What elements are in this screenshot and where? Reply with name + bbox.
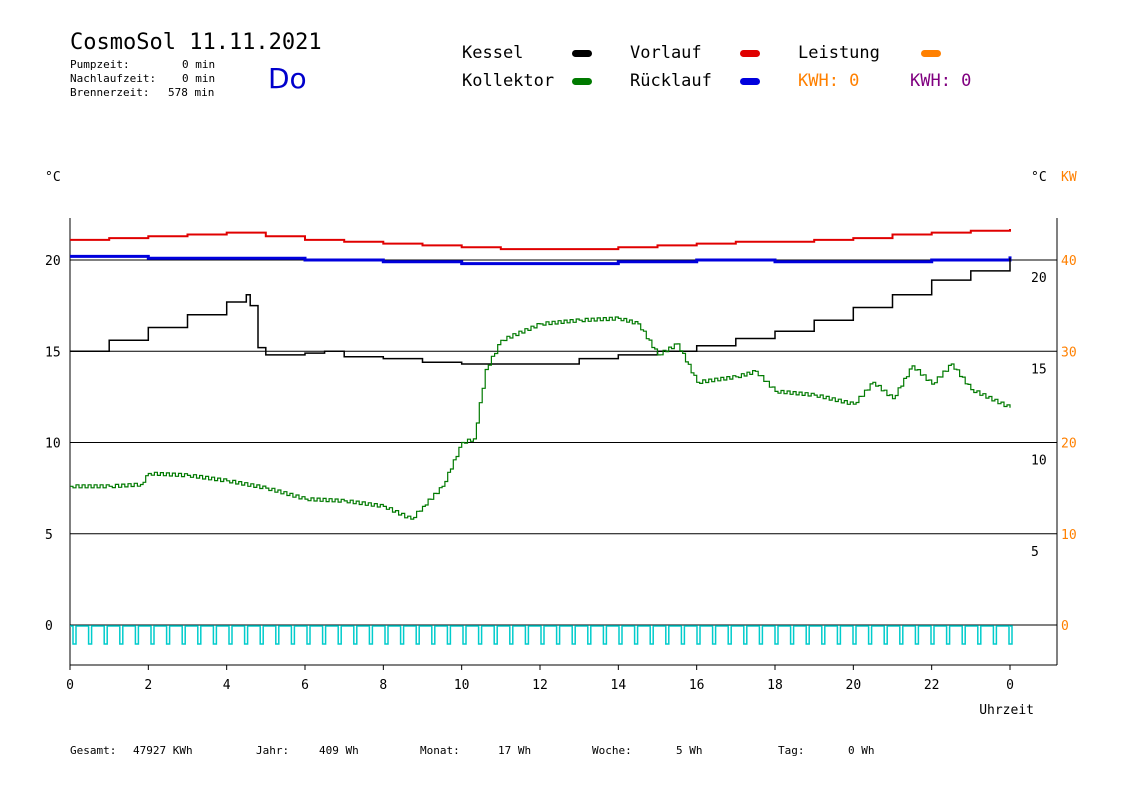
nachlaufzeit-value: 0 min (182, 72, 216, 85)
pumpzeit-label: Pumpzeit: (70, 58, 130, 71)
y-tick-label-right-kw: 0 (1061, 619, 1069, 634)
brennerzeit-value: 578 min (168, 86, 215, 99)
legend-kollektor-marker (572, 78, 592, 85)
x-tick-label: 14 (611, 678, 627, 693)
x-tick-label: 8 (379, 678, 387, 693)
x-tick-label: 2 (144, 678, 152, 693)
footer-jahr-value: 409 Wh (319, 744, 359, 757)
legend-ruecklauf-marker (740, 78, 760, 85)
legend-vorlauf-marker (740, 50, 760, 57)
y-tick-label-left: 20 (45, 254, 61, 269)
x-tick-label: 12 (532, 678, 548, 693)
legend-kwh-orange: KWH: 0 (798, 71, 860, 91)
y-tick-label-left: 0 (45, 619, 53, 634)
legend-vorlauf: Vorlauf (630, 43, 702, 63)
x-tick-label: 18 (767, 678, 783, 693)
x-tick-label: 20 (846, 678, 862, 693)
footer-tag-label: Tag: (778, 744, 805, 757)
x-tick-label: 16 (689, 678, 705, 693)
y-axis-label-left: °C (45, 170, 61, 185)
x-tick-label: 22 (924, 678, 940, 693)
series-line-ruecklauf (70, 254, 1012, 266)
legend-kwh-purple: KWH: 0 (910, 71, 972, 91)
footer-tag-value: 0 Wh (848, 744, 875, 757)
brennerzeit-label: Brennerzeit: (70, 86, 150, 99)
y-axis-label-right-kw: KW (1061, 170, 1077, 185)
footer-gesamt-label: Gesamt: (70, 744, 117, 757)
y-tick-label-right-celsius: 20 (1031, 271, 1047, 286)
series-line-kessel (70, 258, 1011, 365)
y-tick-label-left: 10 (45, 437, 61, 452)
legend-ruecklauf: Rücklauf (630, 71, 712, 91)
y-tick-label-right-kw: 30 (1061, 345, 1077, 360)
y-tick-label-right-celsius: 5 (1031, 545, 1039, 560)
legend-kessel-marker (572, 50, 592, 57)
y-tick-label-right-celsius: 10 (1031, 454, 1047, 469)
series-line-kollektor (70, 316, 1011, 520)
legend-leistung-marker (921, 50, 941, 57)
footer-monat-value: 17 Wh (498, 744, 532, 757)
y-tick-label-left: 15 (45, 345, 61, 360)
legend-kollektor: Kollektor (462, 71, 555, 91)
x-tick-label: 0 (1006, 678, 1014, 693)
x-tick-label: 0 (66, 678, 74, 693)
footer-gesamt-value: 47927 KWh (133, 744, 193, 757)
nachlaufzeit-label: Nachlaufzeit: (70, 72, 157, 85)
footer-woche-value: 5 Wh (676, 744, 703, 757)
y-axis-label-right-celsius: °C (1031, 170, 1047, 185)
legend-leistung: Leistung (798, 43, 880, 63)
series-line-pumpe (70, 625, 1013, 645)
legend-kessel: Kessel (462, 43, 524, 63)
y-tick-label-right-celsius: 15 (1031, 362, 1047, 377)
y-tick-label-left: 5 (45, 528, 53, 543)
y-tick-label-right-kw: 40 (1061, 254, 1077, 269)
x-tick-label: 6 (301, 678, 309, 693)
y-tick-label-right-kw: 20 (1061, 437, 1077, 452)
footer-jahr-label: Jahr: (256, 744, 290, 757)
footer-woche-label: Woche: (592, 744, 632, 757)
y-tick-label-right-kw: 10 (1061, 528, 1077, 543)
x-tick-label: 10 (454, 678, 470, 693)
pumpzeit-value: 0 min (182, 58, 216, 71)
footer-monat-label: Monat: (420, 744, 460, 757)
x-axis-title: Uhrzeit (979, 703, 1034, 718)
x-tick-label: 4 (223, 678, 231, 693)
series-line-vorlauf (70, 229, 1011, 251)
chart-title: CosmoSol 11.11.2021 (70, 30, 322, 55)
weekday: Do (268, 62, 307, 95)
